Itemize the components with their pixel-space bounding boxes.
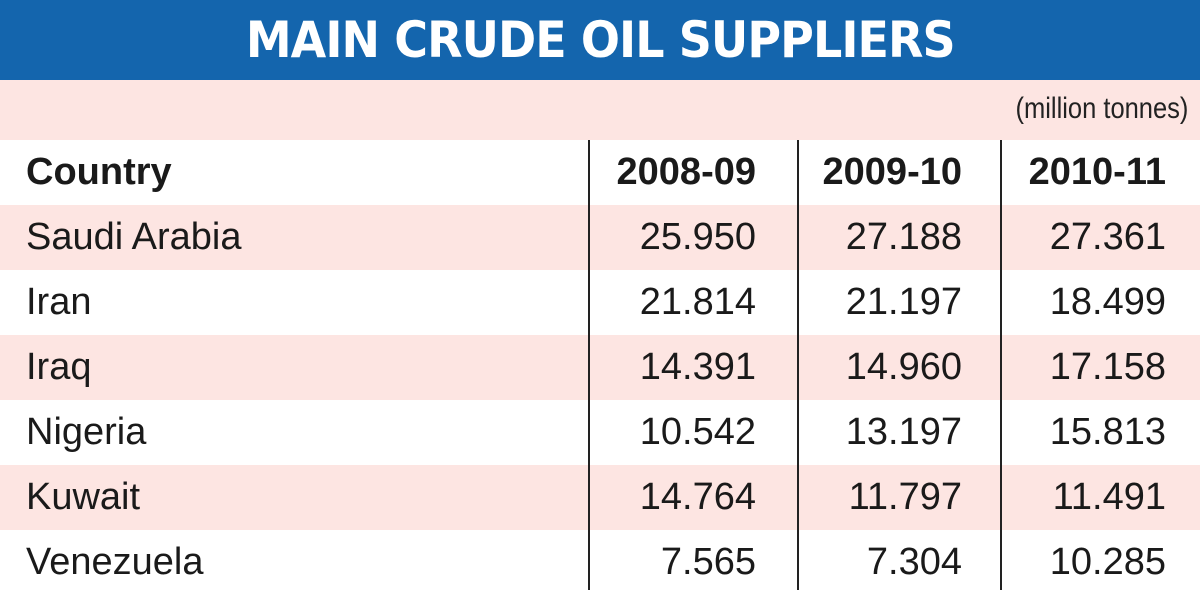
value-cell: 15.813 bbox=[1049, 411, 1166, 453]
title-bar: MAIN CRUDE OIL SUPPLIERS bbox=[0, 0, 1200, 80]
value-cell: 11.491 bbox=[1052, 476, 1166, 518]
value-cell: 7.304 bbox=[866, 541, 962, 583]
column-header: Country bbox=[26, 151, 172, 193]
country-cell: Saudi Arabia bbox=[26, 216, 242, 258]
value-cell: 10.542 bbox=[639, 411, 756, 453]
column-header: 2008-09 bbox=[616, 151, 756, 193]
column-divider bbox=[588, 140, 590, 590]
country-cell: Kuwait bbox=[26, 476, 141, 518]
units-row: (million tonnes) bbox=[0, 80, 1200, 140]
table-row: Iraq 14.391 14.960 17.158 bbox=[0, 335, 1200, 400]
value-cell: 25.950 bbox=[639, 216, 756, 258]
value-cell: 13.197 bbox=[845, 411, 962, 453]
value-cell: 17.158 bbox=[1049, 346, 1166, 388]
column-divider bbox=[1000, 140, 1002, 590]
table-row: Venezuela 7.565 7.304 10.285 bbox=[0, 530, 1200, 595]
value-cell: 10.285 bbox=[1049, 541, 1166, 583]
column-divider bbox=[797, 140, 799, 590]
value-cell: 21.197 bbox=[845, 281, 962, 323]
table-row: Nigeria 10.542 13.197 15.813 bbox=[0, 400, 1200, 465]
value-cell: 14.960 bbox=[845, 346, 962, 388]
value-cell: 21.814 bbox=[639, 281, 756, 323]
value-cell: 11.797 bbox=[848, 476, 962, 518]
column-header: 2009-10 bbox=[822, 151, 962, 193]
value-cell: 14.764 bbox=[639, 476, 756, 518]
country-cell: Iran bbox=[26, 281, 92, 323]
value-cell: 27.188 bbox=[845, 216, 962, 258]
table-row: Kuwait 14.764 11.797 11.491 bbox=[0, 465, 1200, 530]
table-row: Saudi Arabia 25.950 27.188 27.361 bbox=[0, 205, 1200, 270]
table-row: Iran 21.814 21.197 18.499 bbox=[0, 270, 1200, 335]
value-cell: 14.391 bbox=[639, 346, 756, 388]
value-cell: 18.499 bbox=[1049, 281, 1166, 323]
country-cell: Iraq bbox=[26, 346, 92, 388]
country-cell: Venezuela bbox=[26, 541, 204, 583]
column-header: 2010-11 bbox=[1028, 151, 1166, 193]
country-cell: Nigeria bbox=[26, 411, 147, 453]
table-header-row: Country 2008-09 2009-10 2010-11 bbox=[0, 140, 1200, 205]
value-cell: 7.565 bbox=[660, 541, 756, 583]
value-cell: 27.361 bbox=[1049, 216, 1166, 258]
chart-title: MAIN CRUDE OIL SUPPLIERS bbox=[245, 11, 956, 69]
units-label: (million tonnes) bbox=[1015, 92, 1188, 125]
